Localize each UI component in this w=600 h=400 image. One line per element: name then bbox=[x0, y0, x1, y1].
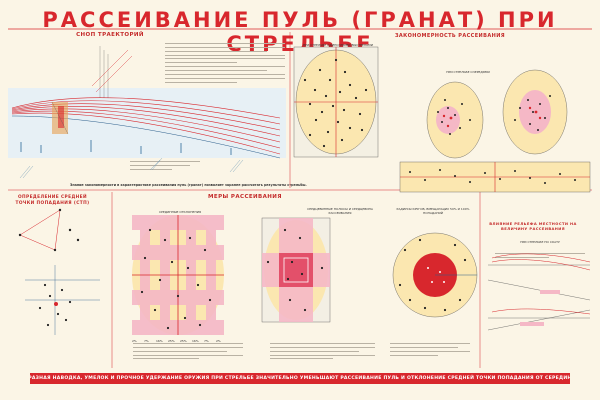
horizontal-dispersion-strip bbox=[399, 161, 591, 193]
measures-description-3 bbox=[390, 340, 470, 356]
percent-scale: 2% 7% 16% 25% 25% 16% 7% 2% bbox=[132, 339, 221, 343]
median-deviations-diagram bbox=[132, 215, 224, 335]
core-strips-diagram bbox=[261, 217, 331, 323]
radius-circles-diagram bbox=[392, 232, 478, 318]
label-bursts: ПРИ СТРЕЛЬБЕ ОЧЕРЕДЯМИ bbox=[446, 70, 490, 74]
terrain-influence-diagram bbox=[487, 253, 591, 331]
percent-label: 7% bbox=[204, 339, 209, 343]
section-title-measures: МЕРЫ РАССЕИВАНИЯ bbox=[208, 194, 282, 200]
label-single-shots: ПРИ СТРЕЛЬБЕ ОДИНОЧНЫМИ ВЫСТРЕЛАМИ bbox=[303, 43, 373, 47]
sheaf-description bbox=[165, 40, 285, 83]
percent-label: 25% bbox=[168, 339, 175, 343]
percent-label: 25% bbox=[180, 339, 187, 343]
measures-description-2 bbox=[270, 340, 375, 360]
summary-text: Знание закономерности в характеристике р… bbox=[70, 183, 307, 187]
poster-title: РАССЕИВАНИЕ ПУЛЬ (ГРАНАТ) ПРИ СТРЕЛЬБЕ bbox=[42, 8, 558, 56]
trajectory-sheaf-illustration bbox=[8, 46, 286, 179]
section-title-dispersion-law: ЗАКОНОМЕРНОСТЬ РАССЕИВАНИЯ bbox=[394, 33, 506, 39]
label-core-strips: СЕРДЦЕВИННЫЕ ПОЛОСЫ И СЕРДЦЕВИНА РАССЕИВ… bbox=[307, 207, 373, 215]
section-title-terrain: ВЛИЯНИЕ РЕЛЬЕФА МЕСТНОСТИ НА ВЕЛИЧИНУ РА… bbox=[489, 222, 577, 231]
bottom-banner: ОДНООБРАЗНАЯ НАВОДКА, УМЕЛОК И ПРОЧНОЕ У… bbox=[30, 373, 570, 384]
percent-label: 2% bbox=[132, 339, 137, 343]
vertical-target-single-shots bbox=[293, 46, 379, 158]
percent-label: 7% bbox=[144, 339, 149, 343]
terrain-description bbox=[495, 250, 585, 258]
bursts-ellipses bbox=[426, 69, 568, 159]
label-median-deviations: СРЕДИННЫЕ ОТКЛОНЕНИЯ bbox=[158, 210, 202, 214]
mpi-diagrams bbox=[18, 208, 100, 335]
label-radius: РАДИУСЫ КРУГОВ, ВМЕЩАЮЩИХ 50% И 100% ПОП… bbox=[396, 207, 470, 215]
label-slope: ПРИ СТРЕЛЬБЕ ПО СКАТУ bbox=[520, 240, 560, 244]
percent-label: 2% bbox=[216, 339, 221, 343]
section-title-sheaf: СНОП ТРАЕКТОРИЙ bbox=[76, 32, 144, 38]
percent-label: 16% bbox=[156, 339, 163, 343]
section-title-mpi: ОПРЕДЕЛЕНИЕ СРЕДНЕЙ ТОЧКИ ПОПАДАНИЯ (СТП… bbox=[15, 195, 90, 206]
percent-label: 16% bbox=[192, 339, 199, 343]
measures-description-1 bbox=[133, 340, 243, 360]
